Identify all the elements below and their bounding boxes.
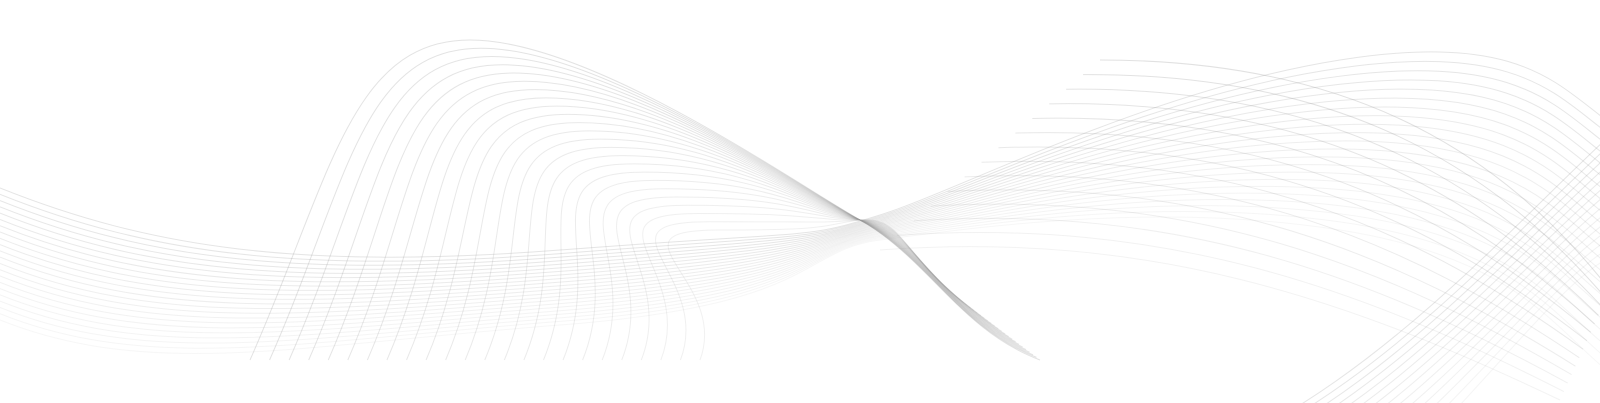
wave-line	[0, 199, 1600, 339]
wave-line	[616, 196, 975, 361]
wave-line	[347, 80, 1023, 361]
wave-line	[308, 64, 1030, 361]
wave-line	[0, 123, 1600, 291]
wave-line	[406, 105, 1013, 361]
wave-line	[642, 212, 968, 361]
wave-line	[1387, 208, 1600, 403]
wave-line	[1066, 88, 1600, 306]
wave-line	[445, 122, 1006, 361]
wave-line	[1015, 132, 1592, 333]
wave-line	[913, 217, 1568, 384]
wave-line	[464, 130, 1002, 361]
wave-line	[269, 47, 1037, 361]
wave-line	[327, 72, 1027, 361]
wave-line	[0, 60, 1600, 262]
wave-line	[601, 188, 978, 361]
wave-line	[879, 246, 1561, 401]
wave-line	[930, 203, 1572, 376]
wave-line	[0, 70, 1600, 266]
wave-line	[386, 97, 1016, 361]
wave-line	[1032, 117, 1595, 325]
wave-line	[0, 178, 1600, 324]
wave-line	[0, 192, 1600, 334]
wave-line	[1363, 189, 1600, 403]
wave-line	[562, 171, 985, 361]
wave-line	[0, 115, 1600, 287]
wave-line	[667, 219, 961, 361]
wave-line	[523, 155, 992, 361]
wave-line	[1326, 162, 1600, 403]
long-swoop-wave-lines	[0, 51, 1600, 366]
wave-line	[0, 51, 1600, 258]
wave-line	[964, 175, 1580, 359]
wave-line	[1412, 226, 1600, 403]
wave-line	[484, 138, 999, 361]
wave-line	[896, 231, 1565, 392]
wave-line	[655, 219, 964, 361]
wave-line	[1436, 244, 1600, 403]
wave-line	[0, 164, 1600, 314]
wave-line	[1351, 180, 1600, 403]
wave-line	[1461, 262, 1600, 403]
wave-line	[0, 132, 1600, 296]
wave-line	[947, 189, 1576, 367]
wave-line	[0, 185, 1600, 329]
wave-line	[1083, 74, 1600, 293]
wave-line	[0, 171, 1600, 319]
wave-line	[366, 89, 1020, 361]
wave-line	[1400, 217, 1600, 403]
wave-line	[0, 148, 1600, 305]
wave-line	[425, 113, 1009, 361]
wave-line	[543, 163, 989, 361]
wave-line	[629, 204, 971, 361]
wave-line	[0, 216, 1600, 366]
right-cross-wave-lines	[879, 59, 1600, 403]
wave-line	[0, 97, 1600, 279]
left-arch-wave-lines	[249, 39, 1041, 361]
wave-line	[0, 205, 1600, 344]
wave-line	[249, 39, 1041, 361]
wave-line	[1099, 59, 1600, 279]
wave-line	[1424, 235, 1600, 403]
wave-line	[0, 211, 1600, 354]
wave-line	[0, 79, 1600, 270]
wave-line	[1049, 103, 1599, 316]
wave-line	[0, 106, 1600, 283]
wave-line	[1338, 171, 1600, 403]
wave-line	[1314, 153, 1600, 403]
wave-line	[1375, 199, 1600, 403]
wave-line	[1448, 253, 1600, 403]
wave-line	[981, 160, 1584, 350]
wave-line	[0, 88, 1600, 274]
wave-line	[503, 146, 996, 361]
wave-line	[1302, 144, 1600, 403]
wave-line	[998, 146, 1588, 342]
wave-line	[288, 56, 1034, 361]
wave-line	[0, 140, 1600, 300]
wave-line	[0, 156, 1600, 310]
wave-line	[582, 179, 982, 361]
